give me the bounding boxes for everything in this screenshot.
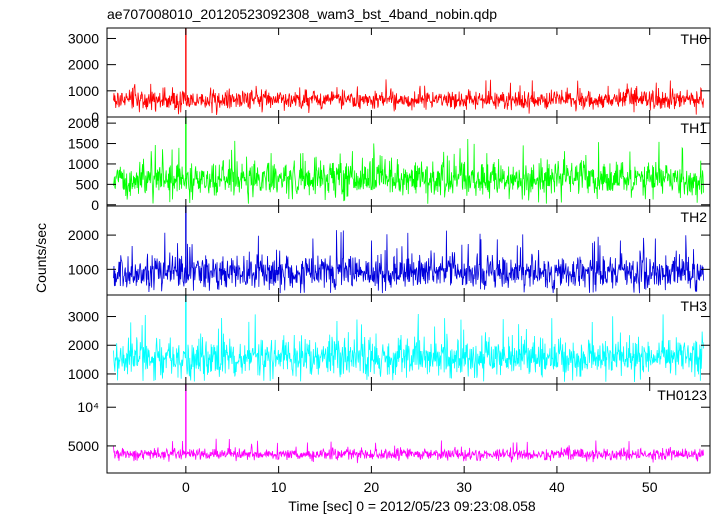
panel-th2: 1000 2000 TH2 [68,205,711,296]
y-tick-label: 1000 [68,366,99,382]
series-line-th0 [113,79,704,116]
y-tick-label: 2000 [68,227,99,243]
chart-title: ae707008010_20120523092308_wam3_bst_4ban… [107,6,497,22]
series-line-th1 [113,138,704,204]
panels-group: 0 1000 2000 3000 TH0 0 500 1000 1500 2000 TH1 1000 2… [68,27,711,474]
series-label-th0: TH0 [681,31,708,47]
x-tick-label: 30 [456,479,472,495]
x-tick-label: 0 [182,479,190,495]
y-tick-label: 0 [91,197,99,213]
panel-th0123: 5000 10⁴ TH0123 [68,383,711,474]
y-axis-label: Counts/sec [33,223,49,293]
x-tick-label: 20 [364,479,380,495]
y-tick-label: 0 [91,109,99,125]
x-tick-label: 50 [642,479,658,495]
y-tick-label: 2000 [68,57,99,73]
x-tick-label: 40 [549,479,565,495]
x-tick-label: 10 [271,479,287,495]
series-label-th0123: TH0123 [657,387,707,403]
panel-frame [106,383,711,474]
series-label-th2: TH2 [681,209,708,225]
y-tick-label: 3000 [68,30,99,46]
y-tick-label: 10⁴ [77,399,99,415]
y-tick-label: 5000 [68,438,99,454]
series-label-th3: TH3 [681,298,708,314]
x-axis-label: Time [sec] 0 = 2012/05/23 09:23:08.058 [288,498,536,514]
series-line-th2 [113,230,704,294]
panel-frame [106,294,711,385]
y-tick-label: 2000 [68,337,99,353]
x-tick-labels-group: 0 10 20 30 40 50 [182,479,658,495]
panel-th3: 1000 2000 3000 TH3 [68,294,711,385]
series-line-th0123 [113,438,704,464]
series-line-th3 [113,314,704,382]
panel-th0: 0 1000 2000 3000 TH0 [68,27,711,125]
y-tick-label: 1000 [68,156,99,172]
panel-th1: 0 500 1000 1500 2000 TH1 [68,115,711,213]
y-tick-label: 1000 [68,83,99,99]
y-tick-label: 2000 [68,115,99,131]
y-tick-label: 1500 [68,136,99,152]
y-tick-label: 3000 [68,309,99,325]
y-tick-label: 1000 [68,261,99,277]
y-tick-label: 500 [76,176,100,192]
series-label-th1: TH1 [681,120,708,136]
